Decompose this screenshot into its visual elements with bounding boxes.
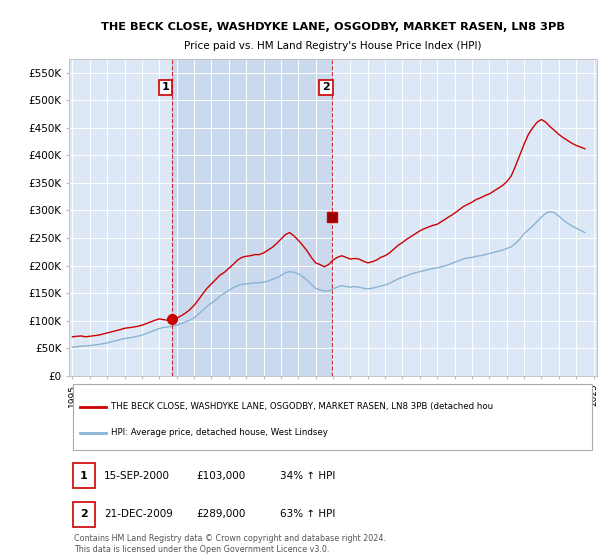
Text: £289,000: £289,000 <box>197 509 246 519</box>
FancyBboxPatch shape <box>73 463 95 488</box>
Text: THE BECK CLOSE, WASHDYKE LANE, OSGODBY, MARKET RASEN, LN8 3PB (detached hou: THE BECK CLOSE, WASHDYKE LANE, OSGODBY, … <box>111 402 493 411</box>
Text: 2: 2 <box>322 82 330 92</box>
FancyBboxPatch shape <box>73 384 592 450</box>
Text: Contains HM Land Registry data © Crown copyright and database right 2024.
This d: Contains HM Land Registry data © Crown c… <box>74 534 386 554</box>
Text: 1: 1 <box>80 470 88 480</box>
Text: £103,000: £103,000 <box>197 470 246 480</box>
Text: 34% ↑ HPI: 34% ↑ HPI <box>280 470 335 480</box>
Text: Price paid vs. HM Land Registry's House Price Index (HPI): Price paid vs. HM Land Registry's House … <box>184 41 482 51</box>
Text: 63% ↑ HPI: 63% ↑ HPI <box>280 509 335 519</box>
Text: 2: 2 <box>80 509 88 519</box>
Bar <box>172 59 332 376</box>
Text: 15-SEP-2000: 15-SEP-2000 <box>104 470 170 480</box>
Text: 1: 1 <box>161 82 169 92</box>
FancyBboxPatch shape <box>73 502 95 526</box>
Text: 21-DEC-2009: 21-DEC-2009 <box>104 509 173 519</box>
Text: HPI: Average price, detached house, West Lindsey: HPI: Average price, detached house, West… <box>111 428 328 437</box>
Text: THE BECK CLOSE, WASHDYKE LANE, OSGODBY, MARKET RASEN, LN8 3PB: THE BECK CLOSE, WASHDYKE LANE, OSGODBY, … <box>101 22 565 32</box>
